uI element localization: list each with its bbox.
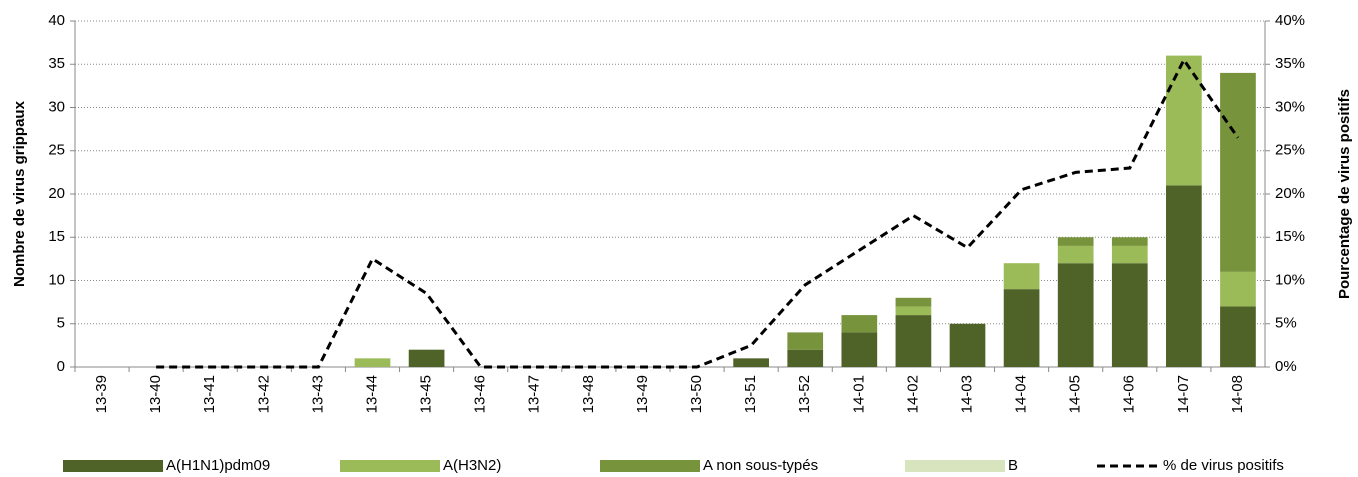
x-tick-label: 13-40 xyxy=(147,375,164,413)
y2-axis-title: Pourcentage de virus positifs xyxy=(1336,89,1353,299)
legend-swatch xyxy=(63,460,163,472)
y2-tick-label: 10% xyxy=(1275,271,1305,288)
x-tick-label: 13-47 xyxy=(526,375,543,413)
x-tick-label: 13-42 xyxy=(255,375,272,413)
x-tick-label: 14-02 xyxy=(904,375,921,413)
x-tick-label: 13-45 xyxy=(418,375,435,413)
y2-tick-label: 15% xyxy=(1275,228,1305,245)
y-tick-label: 0 xyxy=(57,358,65,375)
x-tick-label: 14-04 xyxy=(1013,375,1030,413)
bar xyxy=(1220,306,1256,367)
bar xyxy=(733,358,769,367)
x-tick-label: 13-52 xyxy=(796,375,813,413)
y-tick-label: 10 xyxy=(48,271,65,288)
y2-tick-label: 35% xyxy=(1275,55,1305,72)
legend-label: A(H1N1)pdm09 xyxy=(166,457,270,474)
bar xyxy=(1111,237,1148,246)
bar xyxy=(1111,245,1148,264)
y2-tick-label: 0% xyxy=(1275,358,1297,375)
y2-tick-label: 5% xyxy=(1275,315,1297,332)
x-tick-label: 13-46 xyxy=(472,375,489,413)
bar xyxy=(787,349,824,367)
x-tick-label: 14-07 xyxy=(1175,375,1192,413)
bar xyxy=(895,315,932,367)
bar xyxy=(1003,289,1040,367)
bar xyxy=(354,358,391,367)
y-tick-label: 5 xyxy=(57,315,65,332)
x-tick-label: 13-49 xyxy=(634,375,651,413)
bar xyxy=(408,349,445,367)
legend-label: % de virus positifs xyxy=(1163,457,1284,474)
x-tick-label: 14-01 xyxy=(850,375,867,413)
bar xyxy=(1003,263,1040,290)
bar xyxy=(1220,72,1256,272)
x-tick-label: 13-41 xyxy=(201,375,218,413)
x-tick-label: 13-50 xyxy=(688,375,705,413)
y-tick-label: 15 xyxy=(48,228,65,245)
x-tick-label: 14-03 xyxy=(958,375,975,413)
bar xyxy=(841,315,878,333)
bar xyxy=(1057,245,1094,264)
legend-label: A(H3N2) xyxy=(443,457,501,474)
bar xyxy=(841,332,878,367)
line xyxy=(156,56,1240,369)
y-axis-title: Nombre de virus grippaux xyxy=(11,100,28,287)
x-tick-label: 13-44 xyxy=(363,375,380,413)
legend-label: B xyxy=(1008,457,1018,474)
y2-tick-label: 40% xyxy=(1275,12,1305,29)
bar xyxy=(1057,263,1094,367)
y-tick-label: 25 xyxy=(48,142,65,159)
bar xyxy=(949,323,986,367)
y-tick-label: 35 xyxy=(48,55,65,72)
x-tick-label: 13-51 xyxy=(742,375,759,413)
y2-tick-label: 25% xyxy=(1275,142,1305,159)
y-tick-label: 30 xyxy=(48,98,65,115)
x-tick-label: 13-43 xyxy=(309,375,326,413)
x-tick-label: 14-05 xyxy=(1067,375,1084,413)
x-tick-label: 14-06 xyxy=(1121,375,1138,413)
bar xyxy=(1111,263,1148,367)
y2-tick-label: 30% xyxy=(1275,98,1305,115)
bar xyxy=(1220,271,1256,307)
bar xyxy=(895,306,932,316)
x-tick-label: 14-08 xyxy=(1229,375,1246,413)
bar xyxy=(1166,185,1202,367)
legend-swatch xyxy=(600,460,700,472)
x-tick-label: 13-48 xyxy=(580,375,597,413)
bar xyxy=(787,332,824,350)
bar xyxy=(1057,237,1094,246)
y2-tick-label: 20% xyxy=(1275,185,1305,202)
y-tick-label: 40 xyxy=(48,12,65,29)
bar xyxy=(1166,55,1202,186)
x-tick-label: 13-39 xyxy=(93,375,110,413)
bar xyxy=(895,297,932,307)
y-tick-label: 20 xyxy=(48,185,65,202)
legend-label: A non sous-typés xyxy=(703,457,818,474)
legend-swatch xyxy=(905,460,1005,472)
legend-swatch xyxy=(340,460,440,472)
